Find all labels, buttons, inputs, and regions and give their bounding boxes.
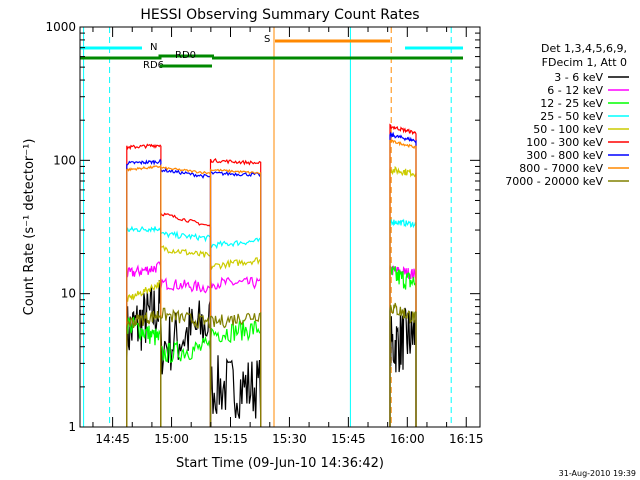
series-7 bbox=[126, 139, 417, 427]
x-tick-label: 14:45 bbox=[95, 432, 130, 446]
series-line-7-seg-0 bbox=[126, 163, 162, 427]
series-line-5-seg-0 bbox=[126, 143, 162, 427]
x-tick-label: 15:15 bbox=[213, 432, 248, 446]
series-line-7-seg-1 bbox=[160, 166, 212, 427]
series-line-5-seg-2 bbox=[209, 158, 262, 427]
series-line-8-seg-0 bbox=[126, 310, 162, 427]
legend-entry-label: 6 - 12 keV bbox=[547, 84, 603, 97]
y-tick-label: 1000 bbox=[45, 20, 76, 34]
plot-timestamp: 31-Aug-2010 19:39 bbox=[559, 469, 636, 478]
series-line-6-seg-0 bbox=[126, 158, 162, 427]
series-line-8-seg-2 bbox=[209, 312, 262, 427]
series-line-0-seg-1 bbox=[160, 299, 212, 427]
series-line-8-seg-1 bbox=[160, 307, 212, 427]
series-line-3-seg-0 bbox=[126, 225, 162, 427]
x-tick-label: 15:45 bbox=[331, 432, 366, 446]
status-bars: N RD0 RD6 S bbox=[80, 34, 463, 71]
series-6 bbox=[126, 131, 417, 427]
legend-header-line: Det 1,3,4,5,6,9, bbox=[541, 42, 627, 55]
series-lines bbox=[126, 123, 417, 427]
y-tick-label: 1 bbox=[68, 420, 76, 434]
legend-entry-label: 300 - 800 keV bbox=[526, 149, 603, 162]
y-tick-label: 100 bbox=[53, 153, 76, 167]
legend-entry-label: 100 - 300 keV bbox=[526, 136, 603, 149]
series-line-6-seg-3 bbox=[389, 131, 417, 427]
y-axis-label: Count Rate (s⁻¹ detector⁻¹) bbox=[22, 139, 37, 316]
status-bar-label: RD0 bbox=[175, 50, 196, 61]
series-line-7-seg-3 bbox=[389, 139, 417, 427]
series-4 bbox=[126, 165, 417, 427]
status-bar-label: RD6 bbox=[143, 60, 164, 71]
chart-title: HESSI Observing Summary Count Rates bbox=[140, 7, 419, 23]
series-line-5-seg-1 bbox=[160, 211, 212, 427]
x-tick-label: 16:15 bbox=[449, 432, 484, 446]
series-line-2-seg-0 bbox=[126, 316, 162, 427]
series-line-0-seg-2 bbox=[209, 355, 262, 427]
plot-frame bbox=[79, 26, 481, 428]
series-line-0-seg-0 bbox=[126, 280, 162, 427]
series-line-4-seg-2 bbox=[209, 257, 262, 427]
series-line-1-seg-0 bbox=[126, 260, 162, 427]
series-line-3-seg-1 bbox=[160, 230, 212, 427]
series-line-1-seg-1 bbox=[160, 277, 212, 427]
series-line-4-seg-0 bbox=[126, 279, 162, 427]
legend-entry-label: 50 - 100 keV bbox=[533, 123, 603, 136]
legend-entry-label: 25 - 50 keV bbox=[540, 110, 603, 123]
series-line-2-seg-3 bbox=[389, 265, 417, 427]
status-bar-label: S bbox=[264, 34, 270, 45]
series-line-5-seg-3 bbox=[389, 123, 417, 427]
series-line-6-seg-2 bbox=[209, 171, 262, 427]
series-5 bbox=[126, 123, 417, 427]
series-line-2-seg-1 bbox=[160, 335, 212, 427]
legend-entry-label: 12 - 25 keV bbox=[540, 97, 603, 110]
legend-entry-label: 3 - 6 keV bbox=[554, 71, 603, 84]
status-bar-label: N bbox=[150, 42, 157, 53]
legend-header-line: FDecim 1, Att 0 bbox=[542, 56, 627, 69]
x-tick-label: 15:00 bbox=[154, 432, 189, 446]
x-tick-label: 15:30 bbox=[272, 432, 307, 446]
series-line-4-seg-1 bbox=[160, 245, 212, 427]
series-3 bbox=[126, 218, 417, 427]
legend: Det 1,3,4,5,6,9,FDecim 1, Att 0 3 - 6 keV… bbox=[505, 42, 629, 188]
x-axis-label: Start Time (09-Jun-10 14:36:42) bbox=[176, 456, 384, 471]
series-line-0-seg-3 bbox=[389, 307, 417, 427]
series-line-3-seg-3 bbox=[389, 218, 417, 427]
legend-entry-label: 7000 - 20000 keV bbox=[505, 175, 603, 188]
series-line-3-seg-2 bbox=[209, 236, 262, 427]
series-8 bbox=[126, 302, 417, 427]
y-tick-label: 10 bbox=[61, 287, 76, 301]
axes: 1 10 100 1000 14:45 15:00 15:15 15:30 15:45 16:00… bbox=[45, 20, 483, 446]
series-line-6-seg-1 bbox=[160, 167, 212, 427]
series-line-4-seg-3 bbox=[389, 165, 417, 427]
legend-entry-label: 800 - 7000 keV bbox=[519, 162, 603, 175]
series-2 bbox=[126, 265, 417, 427]
series-line-2-seg-2 bbox=[209, 319, 262, 427]
x-tick-label: 16:00 bbox=[390, 432, 425, 446]
series-line-8-seg-3 bbox=[389, 302, 417, 427]
series-line-1-seg-2 bbox=[209, 276, 262, 427]
series-line-7-seg-2 bbox=[209, 168, 262, 427]
